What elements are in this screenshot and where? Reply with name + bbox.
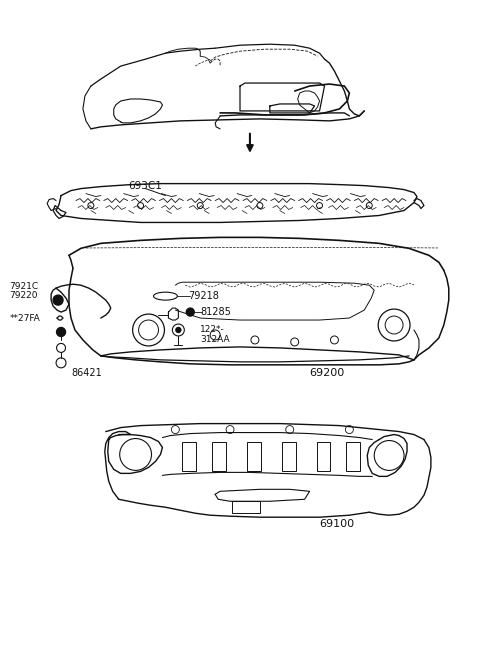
Text: 86421: 86421 bbox=[71, 368, 102, 378]
Bar bbox=[316, 442, 330, 471]
Text: 7921C: 7921C bbox=[9, 282, 38, 290]
Bar bbox=[247, 442, 261, 471]
Bar bbox=[212, 442, 226, 471]
Bar bbox=[232, 501, 260, 513]
Circle shape bbox=[186, 308, 194, 316]
Text: 122*-: 122*- bbox=[200, 325, 225, 334]
Text: 693C1: 693C1 bbox=[129, 181, 163, 191]
Bar bbox=[182, 442, 196, 471]
Text: 81285: 81285 bbox=[200, 307, 231, 317]
Bar bbox=[347, 442, 360, 471]
Text: 79220: 79220 bbox=[9, 290, 38, 300]
Circle shape bbox=[176, 327, 181, 332]
Text: 79218: 79218 bbox=[188, 291, 219, 301]
Circle shape bbox=[57, 327, 65, 336]
Bar bbox=[282, 442, 296, 471]
Text: 69100: 69100 bbox=[320, 519, 355, 529]
Circle shape bbox=[53, 295, 63, 305]
Text: 69200: 69200 bbox=[310, 368, 345, 378]
Text: **27FA: **27FA bbox=[9, 313, 40, 323]
Text: 312AA: 312AA bbox=[200, 336, 230, 344]
